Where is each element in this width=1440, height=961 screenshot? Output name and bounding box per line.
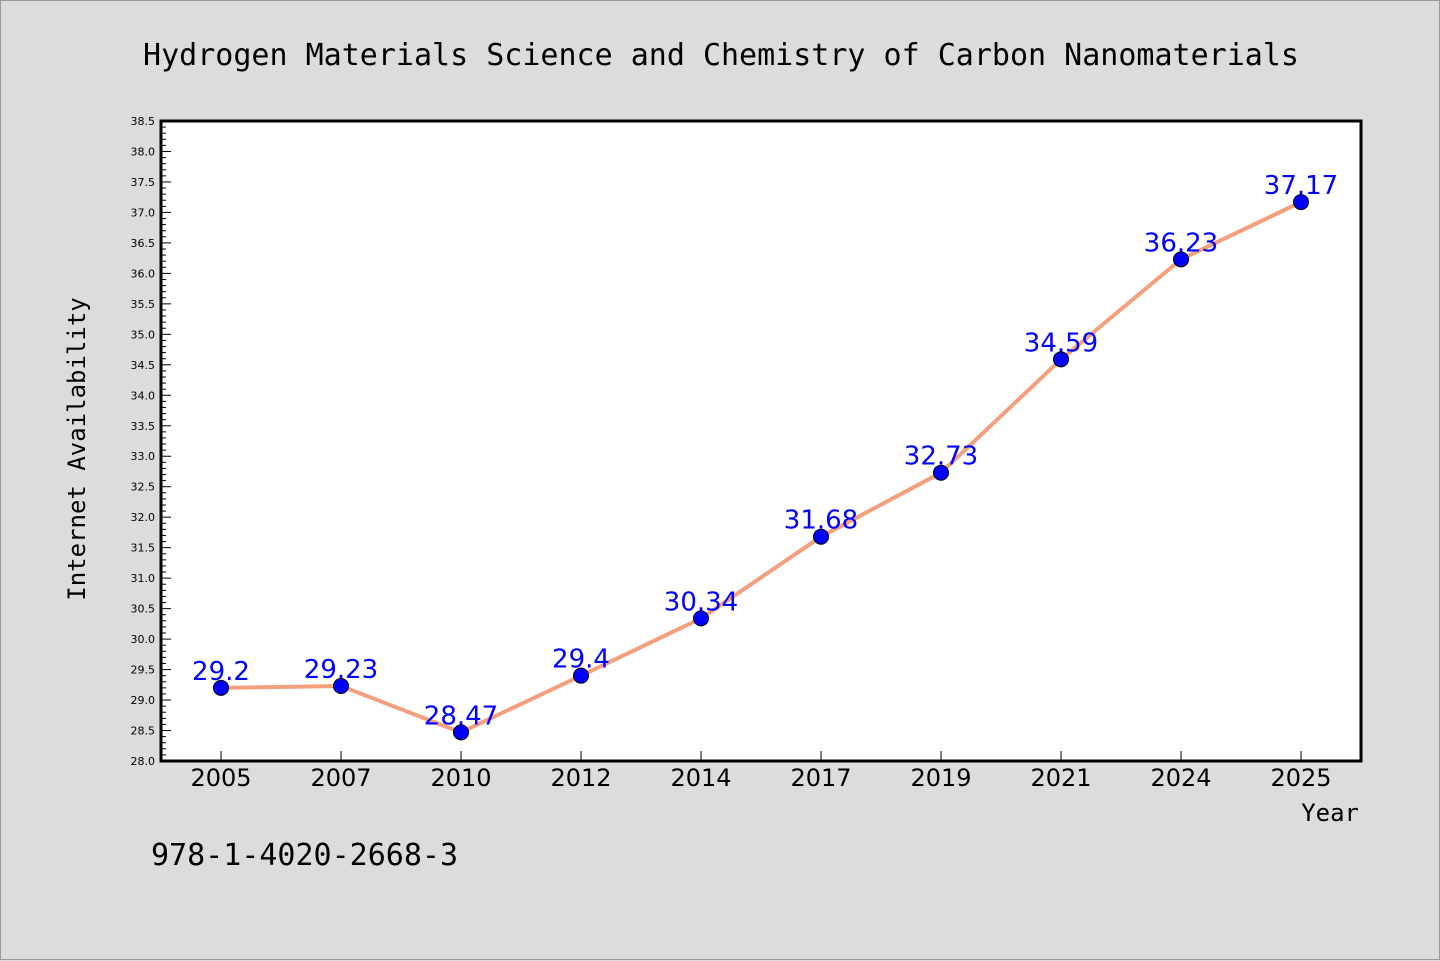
x-tick-label: 2005 <box>190 764 251 792</box>
y-tick-label: 36.0 <box>131 267 156 280</box>
data-point <box>933 464 949 481</box>
data-label: 30.34 <box>664 587 738 617</box>
x-tick-label: 2017 <box>790 764 851 792</box>
y-tick-label: 32.0 <box>131 511 156 524</box>
data-label: 29.4 <box>552 645 610 675</box>
y-tick-label: 30.0 <box>131 633 156 646</box>
x-tick-label: 2010 <box>430 764 491 792</box>
y-tick-label: 35.5 <box>131 298 156 311</box>
data-point <box>573 667 589 684</box>
y-tick-label: 29.5 <box>131 664 156 677</box>
y-tick-label: 28.0 <box>131 755 156 768</box>
data-point <box>213 679 229 696</box>
y-tick-label: 30.5 <box>131 603 156 616</box>
y-tick-label: 38.0 <box>131 145 156 158</box>
data-label: 37.17 <box>1264 171 1338 201</box>
data-point <box>1173 251 1189 268</box>
data-label: 34.59 <box>1024 328 1098 358</box>
y-tick-label: 32.5 <box>131 481 156 494</box>
data-point <box>1293 194 1309 211</box>
y-tick-label: 31.0 <box>131 572 156 585</box>
x-tick-label: 2019 <box>910 764 971 792</box>
chart-title: Hydrogen Materials Science and Chemistry… <box>143 38 1299 73</box>
data-label: 29.23 <box>304 655 378 685</box>
x-axis-label: Year <box>1301 799 1359 827</box>
data-label: 29.2 <box>192 657 250 687</box>
x-axis: 2005 2007 2010 2012 2014 2017 2019 2021 2024 2025 <box>190 751 1332 792</box>
data-point <box>813 528 829 545</box>
data-point <box>333 678 349 695</box>
y-tick-label: 28.5 <box>131 725 156 738</box>
x-tick-label: 2025 <box>1270 764 1331 792</box>
y-tick-label: 37.0 <box>131 206 156 219</box>
y-tick-label: 31.5 <box>131 542 156 555</box>
data-label: 36.23 <box>1144 228 1218 258</box>
plot-area <box>159 119 1363 763</box>
data-label: 28.47 <box>424 701 498 731</box>
data-label: 32.73 <box>904 442 978 472</box>
x-tick-label: 2014 <box>670 764 731 792</box>
y-tick-label: 29.0 <box>131 694 156 707</box>
x-tick-label: 2021 <box>1030 764 1091 792</box>
series-line <box>219 200 1303 735</box>
y-tick-label: 38.5 <box>131 115 156 128</box>
y-tick-label: 36.5 <box>131 237 156 250</box>
y-axis: 28.0 28.5 29.0 29.5 30.0 30.5 31.0 31.5 32.0 32.5… <box>131 115 171 768</box>
data-point <box>453 724 469 741</box>
data-point <box>693 610 709 627</box>
x-tick-label: 2024 <box>1150 764 1211 792</box>
y-tick-label: 33.0 <box>131 450 156 463</box>
series-layer: 29.2 29.23 28.47 29.4 30.34 31.68 32.73 34.59 36… <box>192 171 1338 741</box>
data-point <box>1053 351 1069 368</box>
y-tick-label: 35.0 <box>131 328 156 341</box>
y-tick-label: 37.5 <box>131 176 156 189</box>
y-tick-label: 34.5 <box>131 359 156 372</box>
y-axis-label: Internet Availability <box>63 297 91 600</box>
y-tick-label: 33.5 <box>131 420 156 433</box>
x-tick-label: 2007 <box>310 764 371 792</box>
data-label: 31.68 <box>784 506 858 536</box>
y-tick-label: 34.0 <box>131 389 156 402</box>
footnote-isbn: 978-1-4020-2668-3 <box>151 838 458 873</box>
x-tick-label: 2012 <box>550 764 611 792</box>
